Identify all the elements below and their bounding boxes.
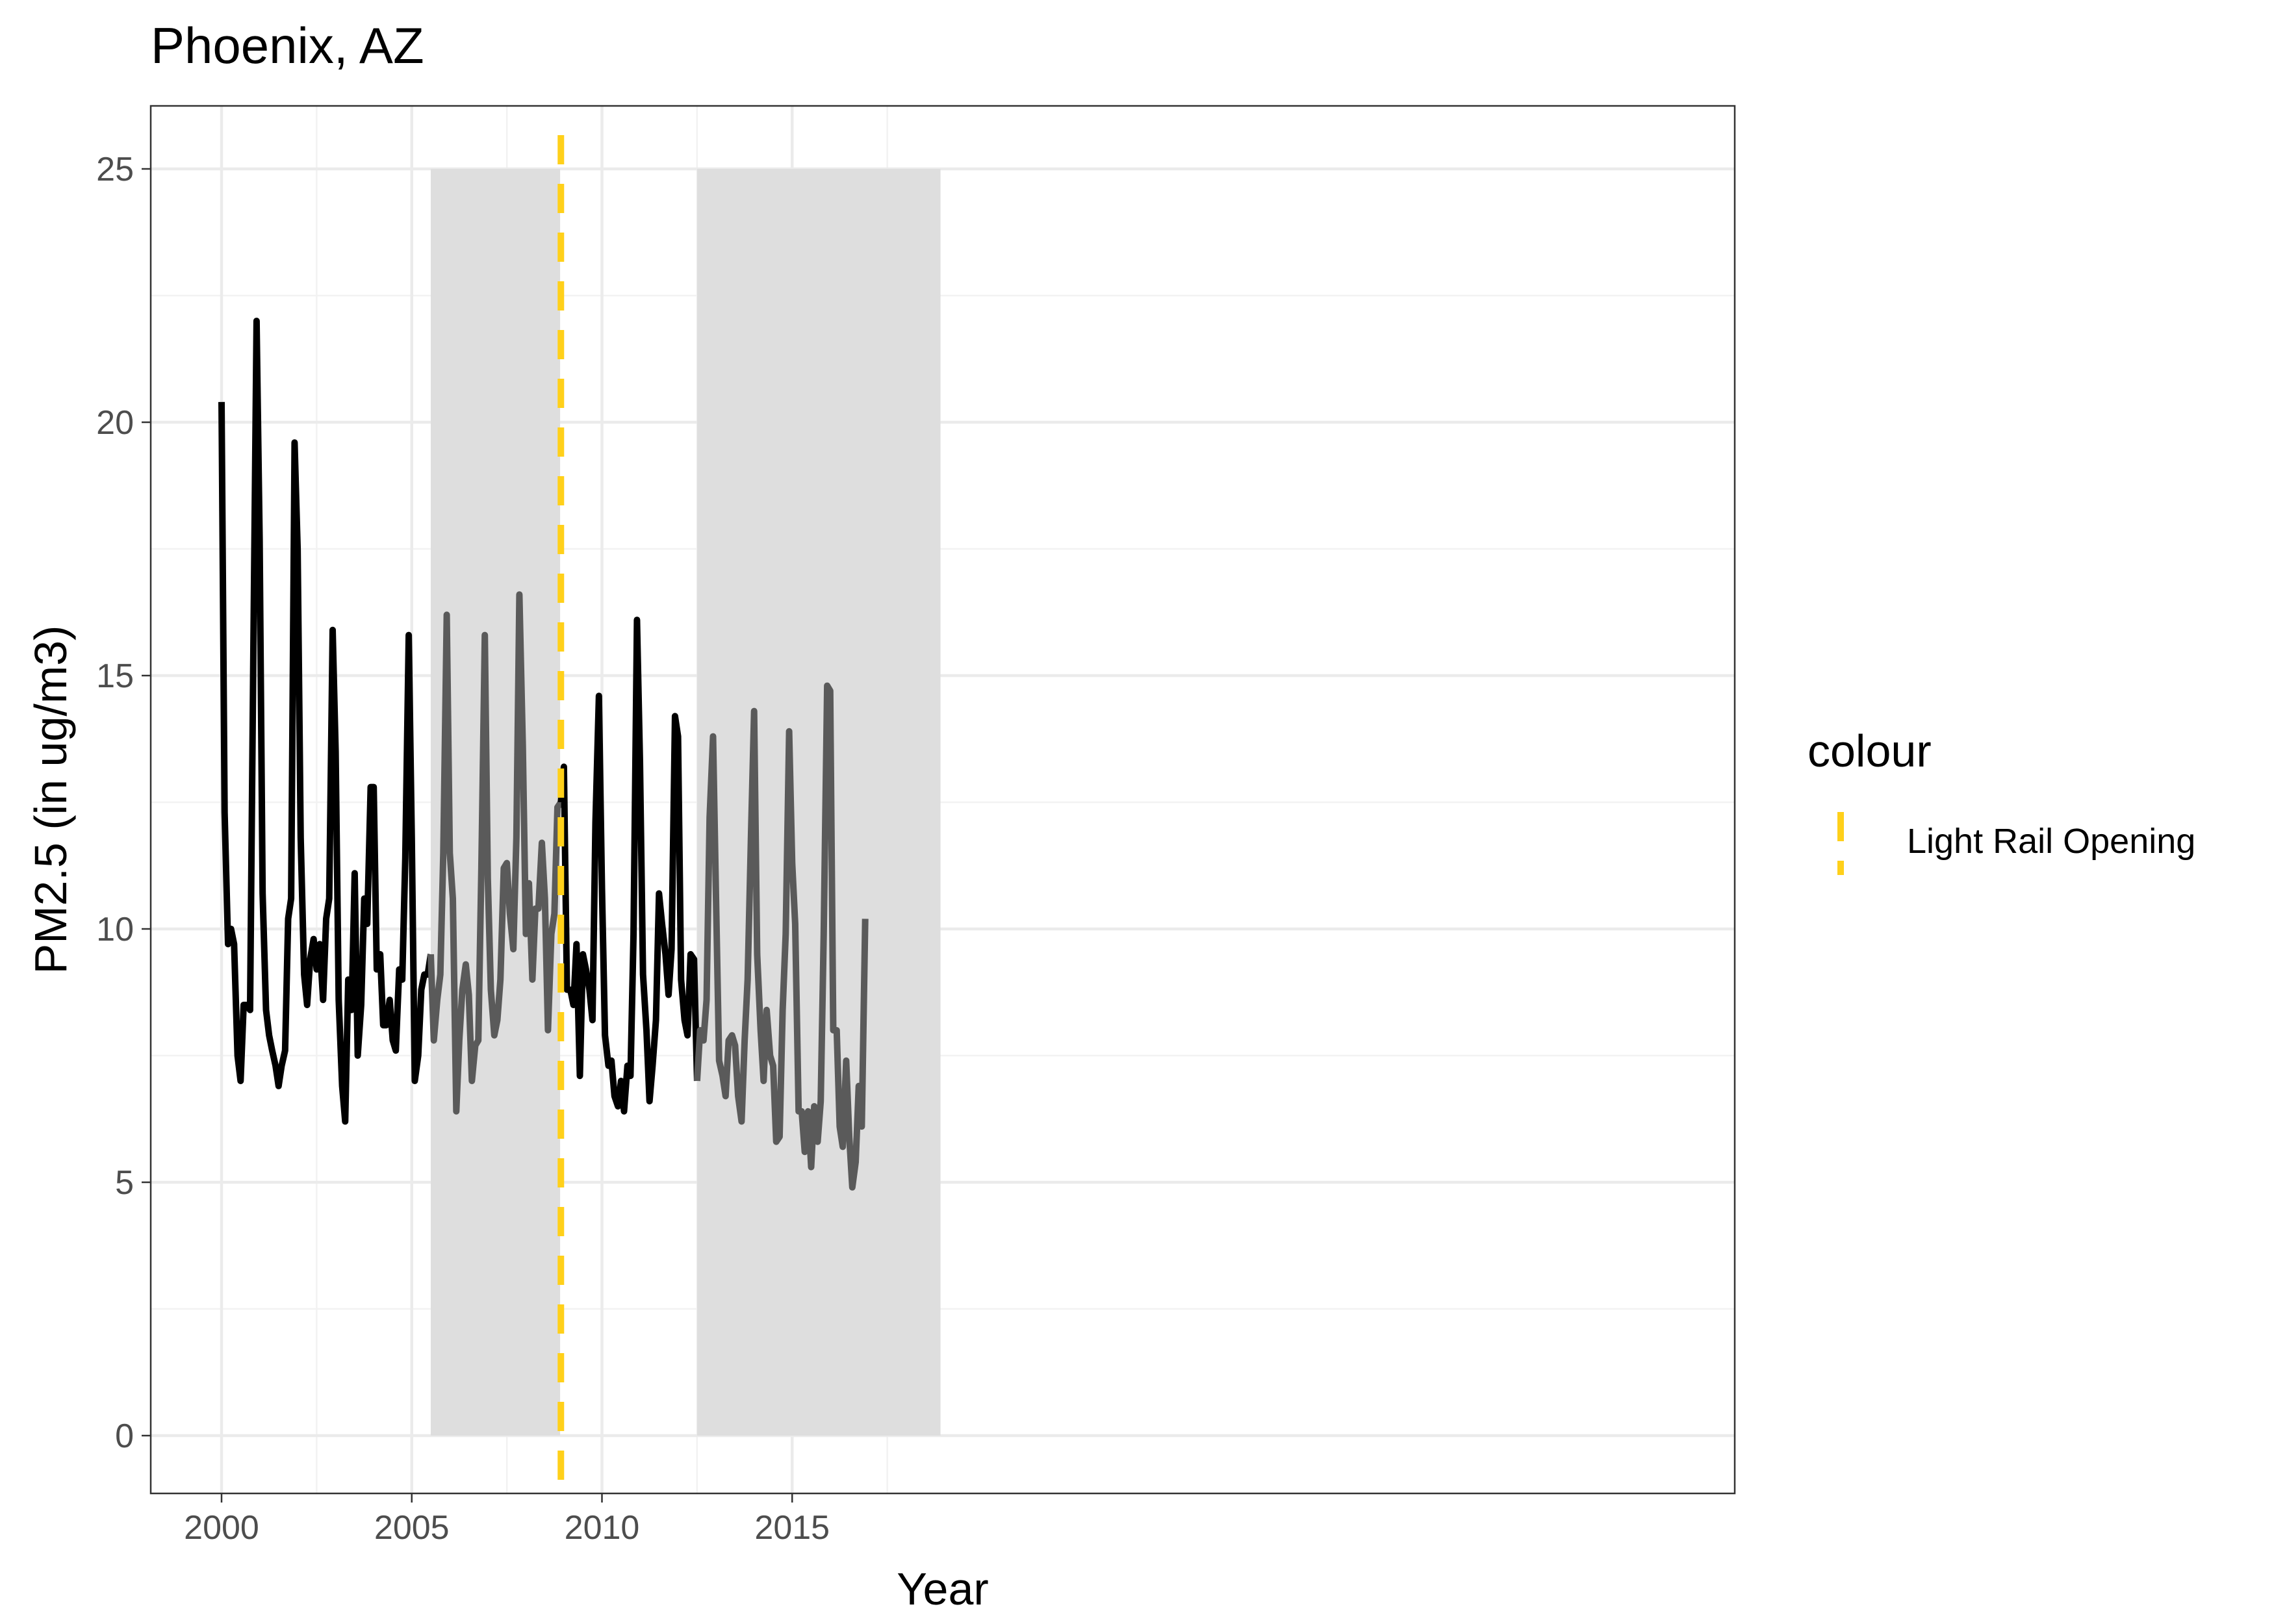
y-tick-label: 10	[96, 911, 134, 948]
chart-title: Phoenix, AZ	[151, 17, 424, 74]
plot-border	[149, 105, 1736, 1495]
legend: colour Light Rail Opening	[1808, 726, 2195, 875]
series-line	[428, 591, 564, 1115]
legend-title: colour	[1808, 726, 1932, 776]
shaded-regions	[431, 169, 941, 1436]
series-line	[557, 616, 700, 1115]
y-tick-label: 15	[96, 657, 134, 695]
legend-label: Light Rail Opening	[1907, 822, 2195, 861]
series-line	[693, 682, 869, 1191]
plot-panel	[149, 105, 1736, 1495]
y-axis-label: PM2.5 (in ug/m3)	[25, 626, 76, 974]
x-axis-label: Year	[897, 1564, 988, 1614]
x-tick-label: 2005	[374, 1509, 450, 1547]
x-tick-label: 2010	[565, 1509, 640, 1547]
y-axis: 0 5 10 15 20 25	[96, 151, 151, 1455]
plot-background	[151, 106, 1735, 1493]
x-tick-label: 2000	[184, 1509, 259, 1547]
shaded-region	[696, 169, 941, 1436]
y-tick-label: 0	[115, 1417, 134, 1455]
y-tick-label: 25	[96, 151, 134, 188]
x-tick-label: 2015	[754, 1509, 830, 1547]
series-line	[218, 318, 434, 1125]
x-axis: 2000 2005 2010 2015	[184, 1493, 830, 1547]
y-tick-label: 20	[96, 404, 134, 442]
legend-items: Light Rail Opening	[1837, 793, 2195, 875]
y-tick-label: 5	[115, 1164, 134, 1202]
series-lines	[218, 318, 869, 1191]
